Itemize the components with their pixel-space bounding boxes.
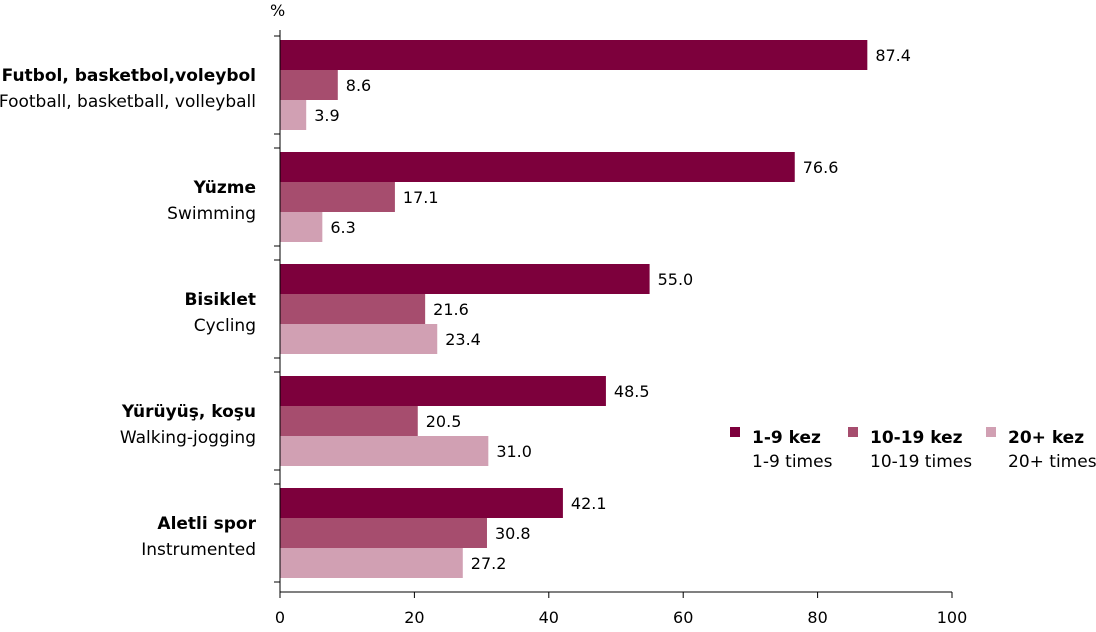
bar bbox=[280, 436, 489, 466]
x-tick-label: 40 bbox=[539, 608, 559, 627]
bar bbox=[280, 488, 563, 518]
legend-label: 10-19 kez bbox=[870, 428, 963, 448]
bar bbox=[280, 212, 323, 242]
legend-swatch bbox=[730, 427, 740, 437]
bar-value-label: 55.0 bbox=[658, 270, 694, 289]
category-label: Yürüyüş, koşu bbox=[121, 402, 256, 422]
category-label-english: Cycling bbox=[194, 316, 256, 336]
category-label: Yüzme bbox=[193, 178, 256, 198]
category-label-english: Walking-jogging bbox=[120, 428, 256, 448]
category-labels-group: Futbol, basketbol,voleybol Football, bask… bbox=[0, 66, 257, 560]
legend-swatch bbox=[848, 427, 858, 437]
bar-value-label: 76.6 bbox=[803, 158, 839, 177]
bar-value-label: 6.3 bbox=[330, 218, 355, 237]
bar-value-label: 20.5 bbox=[426, 412, 462, 431]
category-label-english: Instrumented bbox=[141, 540, 256, 560]
bar-value-label: 17.1 bbox=[403, 188, 439, 207]
bar bbox=[280, 182, 395, 212]
bar bbox=[280, 518, 487, 548]
bar-value-label: 8.6 bbox=[346, 76, 371, 95]
legend-label: 20+ kez bbox=[1008, 428, 1084, 448]
bars-group bbox=[280, 40, 868, 578]
bar-value-label: 3.9 bbox=[314, 106, 339, 125]
bar bbox=[280, 40, 868, 70]
bar-value-label: 27.2 bbox=[471, 554, 507, 573]
bar bbox=[280, 264, 650, 294]
x-tick-label: 80 bbox=[807, 608, 827, 627]
x-tick-label: 0 bbox=[275, 608, 285, 627]
bar-value-label: 21.6 bbox=[433, 300, 469, 319]
bar bbox=[280, 324, 438, 354]
bar-value-label: 87.4 bbox=[875, 46, 911, 65]
bar bbox=[280, 294, 426, 324]
bar-value-label: 31.0 bbox=[496, 442, 532, 461]
bar-value-label: 48.5 bbox=[614, 382, 650, 401]
legend-label-english: 10-19 times bbox=[870, 452, 972, 472]
bar-value-label: 30.8 bbox=[495, 524, 531, 543]
legend-swatch bbox=[986, 427, 996, 437]
legend-label-english: 1-9 times bbox=[752, 452, 833, 472]
bar bbox=[280, 152, 795, 182]
x-tick-label: 20 bbox=[404, 608, 424, 627]
bar bbox=[280, 376, 606, 406]
bar bbox=[280, 70, 338, 100]
bar-value-label: 42.1 bbox=[571, 494, 607, 513]
bar bbox=[280, 100, 307, 130]
category-label: Aletli spor bbox=[157, 514, 256, 534]
legend-label-english: 20+ times bbox=[1008, 452, 1096, 472]
category-label-english: Swimming bbox=[167, 204, 256, 224]
bar bbox=[280, 406, 418, 436]
legend: 1-9 kez 1-9 times 10-19 kez 10-19 times 20+ … bbox=[730, 427, 1096, 472]
bar bbox=[280, 548, 463, 578]
axes-group: 0 20 40 60 80 100 bbox=[274, 30, 967, 627]
category-label: Futbol, basketbol,voleybol bbox=[2, 66, 256, 86]
category-label: Bisiklet bbox=[184, 290, 256, 310]
category-label-english: Football, basketball, volleyball bbox=[0, 92, 256, 112]
axis-unit-label: % bbox=[270, 1, 285, 20]
value-labels-group: 87.4 8.6 3.9 76.6 17.1 6.3 55.0 21.6 23.4 48.5 20.… bbox=[314, 46, 911, 573]
x-tick-label: 60 bbox=[673, 608, 693, 627]
x-tick-label: 100 bbox=[937, 608, 968, 627]
legend-label: 1-9 kez bbox=[752, 428, 821, 448]
bar-value-label: 23.4 bbox=[445, 330, 481, 349]
